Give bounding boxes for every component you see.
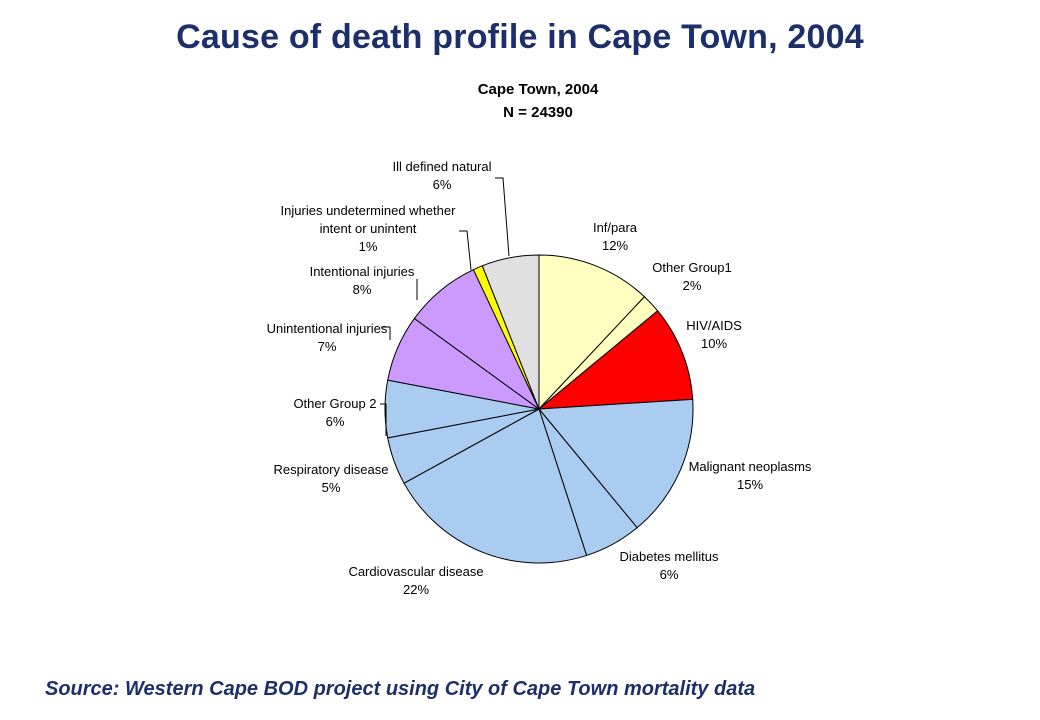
slice-label-name: Other Group 2 (293, 396, 376, 411)
slice-label: Other Group1 2% (652, 260, 732, 293)
slice-label-value: 2% (683, 278, 702, 293)
slice-labels: Inf/para 12% Other Group1 2% HIV/AIDS 10% Mali… (267, 159, 812, 597)
slice-label-value: 22% (403, 582, 429, 597)
slice-label: Intentional injuries 8% (310, 264, 415, 297)
source-note: Source: Western Cape BOD project using C… (45, 678, 756, 700)
slice-label: Cardiovascular disease 22% (348, 564, 483, 597)
slice-label-name: Inf/para (593, 220, 638, 235)
pie-slice-inf-para (538, 254, 646, 411)
leader-line (459, 230, 472, 271)
slice-label-value: 1% (359, 239, 378, 254)
slide-title: Cause of death profile in Cape Town, 200… (176, 18, 864, 56)
pie-chart: Cape Town, 2004 N = 24390 Inf/para 12% Oth… (267, 81, 812, 597)
slice-label-value: 7% (318, 339, 337, 354)
slice-label: Unintentional injuries 7% (267, 321, 388, 354)
slice-label: Injuries undetermined whether intent or u… (281, 203, 457, 254)
slice-label-value: 10% (701, 336, 727, 351)
pie-slice-cardiovascular-disease (403, 408, 588, 564)
chart-subtitle: N = 24390 (503, 104, 573, 121)
slice-label-name: Cardiovascular disease (348, 564, 483, 579)
slice-label: Inf/para 12% (593, 220, 638, 253)
slice-label-name: Other Group1 (652, 260, 732, 275)
slice-label: Other Group 2 6% (293, 396, 376, 429)
slice-label-value: 6% (326, 414, 345, 429)
chart-title: Cape Town, 2004 (478, 81, 599, 98)
slice-label-value: 5% (322, 480, 341, 495)
slice-label-name: Diabetes mellitus (620, 549, 719, 564)
slice-label: Malignant neoplasms 15% (689, 459, 812, 492)
slice-label: Ill defined natural 6% (392, 159, 491, 192)
slice-label: Diabetes mellitus 6% (620, 549, 719, 582)
slice-label: Respiratory disease 5% (274, 462, 389, 495)
slice-label-name: HIV/AIDS (686, 318, 742, 333)
leader-line (380, 403, 387, 436)
slice-label-value: 8% (353, 282, 372, 297)
pie-slice-ill-defined-natural (481, 254, 540, 410)
slice-label-name: Ill defined natural (392, 159, 491, 174)
pie-slice-malignant-neoplasms (537, 398, 694, 529)
pie-slice-hiv-aids (537, 310, 694, 410)
leader-lines (380, 177, 510, 436)
pie-slices (384, 254, 694, 564)
slice-label: HIV/AIDS 10% (686, 318, 742, 351)
slice-label-name: Unintentional injuries (267, 321, 388, 336)
slice-label-name: Respiratory disease (274, 462, 389, 477)
slice-label-name: Malignant neoplasms (689, 459, 812, 474)
slice-label-value: 15% (737, 477, 763, 492)
slice-label-name: Intentional injuries (310, 264, 415, 279)
slice-label-value: 6% (660, 567, 679, 582)
slice-label-value: 6% (433, 177, 452, 192)
leader-line (495, 177, 510, 257)
slice-label-name: Injuries undetermined whether intent or u… (281, 203, 457, 236)
slice-label-value: 12% (602, 238, 628, 253)
leader-line (381, 326, 391, 340)
